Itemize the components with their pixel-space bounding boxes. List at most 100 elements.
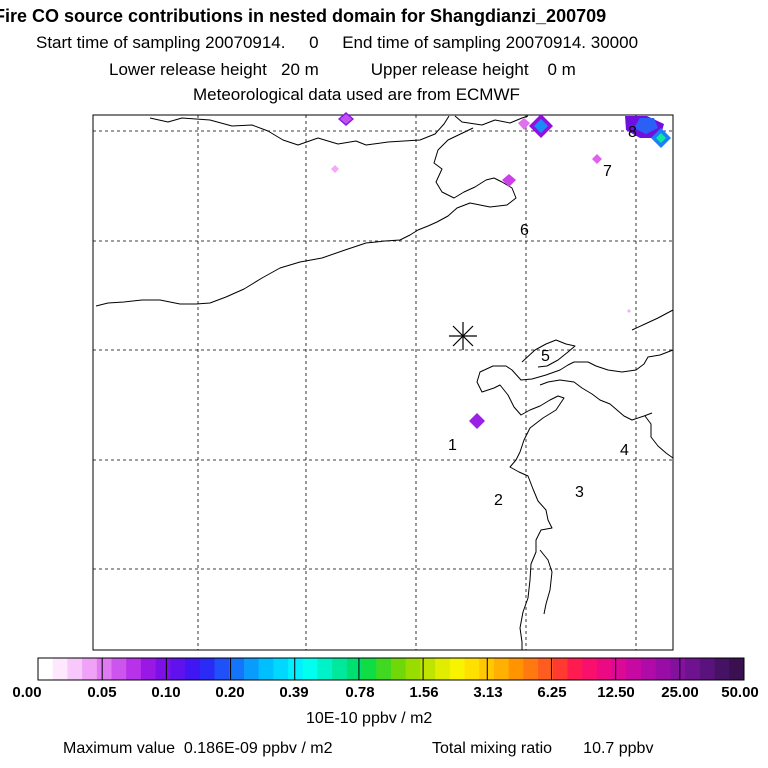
region-label: 6 <box>520 222 529 239</box>
release-heights: Lower release height 20 m Upper release … <box>109 60 576 80</box>
colorbar-tick-label: 25.00 <box>661 684 699 701</box>
colorbar-dividers <box>101 658 681 680</box>
colorbar-cell <box>449 658 466 680</box>
hotspot <box>656 133 666 143</box>
hotspot <box>634 118 658 134</box>
colorbar-cell <box>670 658 686 680</box>
colorbar-tick-label: 0.10 <box>151 684 181 701</box>
hotspot <box>592 154 602 164</box>
region-label: 8 <box>628 124 637 141</box>
colorbar-cell <box>405 658 421 680</box>
station-marker-icon <box>449 322 477 350</box>
colorbar-tick-label: 0.00 <box>12 684 42 701</box>
colorbar-cell <box>199 658 215 680</box>
region-label: 5 <box>541 348 550 365</box>
colorbar-cell <box>435 658 451 680</box>
colorbar-frame <box>37 657 745 681</box>
colorbar-cell <box>714 658 730 680</box>
colorbar-tick-label: 0.78 <box>345 684 375 701</box>
region-label: 7 <box>603 163 612 180</box>
colorbar-cell <box>111 658 127 680</box>
map-frame <box>92 114 674 651</box>
total-mixing-ratio: Total mixing ratio 10.7 ppbv <box>432 739 653 759</box>
sampling-times: Start time of sampling 20070914. 0 End t… <box>36 33 638 53</box>
maximum-value-label: Maximum value <box>63 740 176 757</box>
colorbar-cell <box>596 658 613 680</box>
colorbar-cell <box>273 658 289 680</box>
colorbar-cell <box>82 658 98 680</box>
colorbar-cell <box>258 658 274 680</box>
hotspot <box>534 119 548 133</box>
colorbar-cell <box>391 658 407 680</box>
colorbar-cell <box>288 658 304 680</box>
colorbar-cell <box>376 658 392 680</box>
colorbar-tick-label: 3.13 <box>473 684 503 701</box>
maximum-value: Maximum value 0.186E-09 ppbv / m2 <box>63 739 332 759</box>
colorbar-cell <box>185 658 201 680</box>
colorbar-cell <box>302 658 318 680</box>
colorbar-cell <box>641 658 657 680</box>
region-label: 4 <box>620 442 629 459</box>
total-mixing-ratio-label: Total mixing ratio <box>432 740 553 757</box>
colorbar-tick-label: 12.50 <box>597 684 635 701</box>
region-labels: 1 2 3 4 5 6 7 8 <box>448 124 637 509</box>
graticule <box>93 115 673 650</box>
colorbar-tick-label: 50.00 <box>721 684 759 701</box>
maximum-value-number: 0.186E-09 ppbv / m2 <box>183 740 333 757</box>
colorbar-cell <box>538 658 554 680</box>
sampling-end-label: End time of sampling 20070914. 30000 <box>342 33 639 52</box>
hotspot <box>518 118 530 130</box>
colorbar-cell <box>346 658 363 680</box>
colorbar-cell <box>332 658 348 680</box>
lower-release-value: 20 m <box>281 60 319 79</box>
coastlines <box>95 115 674 650</box>
colorbar-tick-label: 6.25 <box>537 684 567 701</box>
colorbar-cell <box>611 658 627 680</box>
region-label: 3 <box>575 484 584 501</box>
upper-release-label: Upper release height <box>370 60 529 79</box>
colorbar-tick-label: 0.39 <box>279 684 309 701</box>
colorbar-cell <box>140 658 157 680</box>
colorbar-cell <box>699 658 716 680</box>
hotspot <box>502 174 516 187</box>
colorbar-cell <box>170 658 186 680</box>
colorbar-cells <box>38 658 745 680</box>
met-data-source: Meteorological data used are from ECMWF <box>193 85 520 104</box>
plot-title: Fire CO source contributions in nested d… <box>0 6 607 26</box>
source-hotspots <box>331 112 671 429</box>
colorbar-cell <box>38 658 54 680</box>
colorbar-cell <box>126 658 142 680</box>
colorbar-cell <box>552 658 568 680</box>
colorbar-cell <box>729 658 745 680</box>
colorbar-cell <box>155 658 171 680</box>
hotspot <box>331 165 339 173</box>
colorbar-cell <box>214 658 230 680</box>
colorbar-cell <box>508 658 524 680</box>
colorbar-cell <box>626 658 642 680</box>
lower-release-label: Lower release height <box>109 60 267 79</box>
region-label: 2 <box>494 492 503 509</box>
sampling-start-value: 0 <box>309 33 319 52</box>
colorbar-cell <box>523 658 539 680</box>
colorbar-cell <box>243 658 260 680</box>
colorbar-cell <box>655 658 671 680</box>
hotspot <box>469 413 485 429</box>
total-mixing-ratio-value: 10.7 ppbv <box>583 740 654 757</box>
colorbar-cell <box>582 658 598 680</box>
region-label: 1 <box>448 437 457 454</box>
colorbar-tick-label: 0.20 <box>215 684 245 701</box>
colorbar-cell <box>464 658 480 680</box>
colorbar-tick-label: 1.56 <box>409 684 439 701</box>
colorbar-cell <box>493 658 510 680</box>
colorbar-tick-label: 0.05 <box>87 684 117 701</box>
colorbar-cell <box>96 658 113 680</box>
colorbar-cell <box>361 658 377 680</box>
upper-release-value: 0 m <box>547 60 576 79</box>
colorbar-cell <box>67 658 83 680</box>
colorbar-cell <box>229 658 245 680</box>
colorbar-unit: 10E-10 ppbv / m2 <box>306 710 433 727</box>
colorbar-cell <box>567 658 583 680</box>
sampling-start-label: Start time of sampling 20070914. <box>36 33 286 52</box>
colorbar-cell <box>52 658 68 680</box>
